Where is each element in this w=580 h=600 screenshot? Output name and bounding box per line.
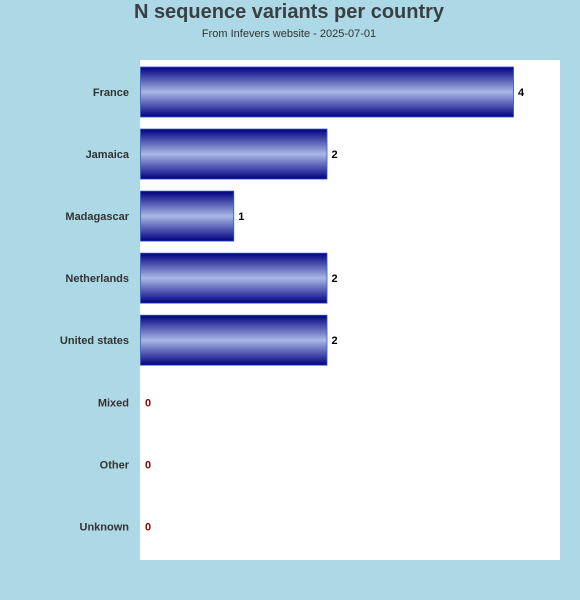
chart-subtitle: From Infevers website - 2025-07-01 bbox=[201, 28, 377, 40]
value-label: 2 bbox=[332, 273, 338, 285]
value-label: 4 bbox=[518, 87, 525, 99]
value-label: 1 bbox=[238, 211, 244, 223]
category-label: Other bbox=[100, 459, 130, 471]
value-label: 0 bbox=[145, 459, 151, 471]
value-label: 0 bbox=[145, 397, 151, 409]
category-label: France bbox=[93, 87, 129, 99]
bar bbox=[140, 190, 235, 242]
chart-title: N sequence variants per country bbox=[133, 1, 445, 23]
bar bbox=[140, 314, 328, 366]
value-label: 2 bbox=[332, 335, 338, 347]
category-label: United states bbox=[60, 335, 129, 347]
bar bbox=[140, 128, 328, 180]
value-label: 2 bbox=[332, 149, 338, 161]
category-label: Jamaica bbox=[86, 149, 130, 161]
bar bbox=[140, 66, 514, 118]
value-label: 0 bbox=[145, 521, 151, 533]
category-label: Madagascar bbox=[65, 211, 129, 223]
category-label: Unknown bbox=[80, 521, 130, 533]
bar bbox=[140, 252, 328, 304]
category-label: Netherlands bbox=[65, 273, 129, 285]
category-label: Mixed bbox=[98, 397, 129, 409]
